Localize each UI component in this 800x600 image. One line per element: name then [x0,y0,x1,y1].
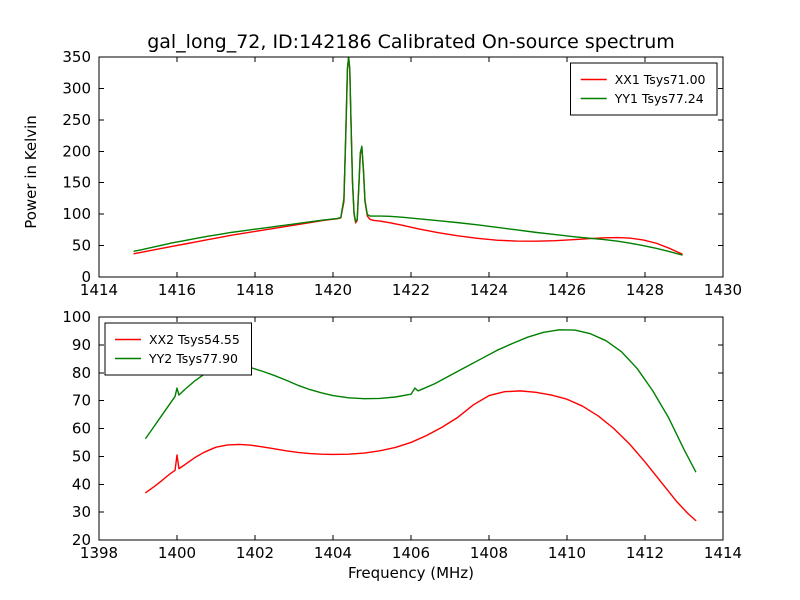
legend-label: YY2 Tsys77.90 [148,351,238,366]
x-tick-label: 1406 [392,544,430,562]
top-panel: gal_long_72, ID:142186 Calibrated On-sou… [22,31,742,299]
legend-label: YY1 Tsys77.24 [614,91,704,106]
bottom-panel-series-layer [145,329,697,522]
y-tick-label: 300 [62,79,91,97]
x-tick-label: 1410 [548,544,586,562]
bottom-panel-legend: XX2 Tsys54.55 YY2 Tsys77.90 [104,322,252,376]
x-tick-label: 1424 [470,281,508,299]
bottom-panel: 1398 1400 1402 1404 1406 1408 1410 1412 1414 20 30… [62,308,742,582]
y-tick-label: 30 [72,503,91,521]
legend-box [104,322,252,376]
x-tick-label: 1428 [626,281,664,299]
x-tick-label: 1426 [548,281,586,299]
series-clip-group [145,329,697,522]
y-tick-label: 80 [72,364,91,382]
series-line-yy [145,329,697,473]
page-title: gal_long_72, ID:142186 Calibrated On-sou… [147,31,675,53]
y-axis-label-top: Power in Kelvin [22,115,40,229]
x-tick-label: 1418 [236,281,274,299]
legend-label: XX2 Tsys54.55 [149,332,240,347]
top-panel-series-layer [133,57,683,256]
y-tick-label: 200 [62,142,91,160]
legend-box [570,62,718,116]
y-tick-label: 0 [81,268,91,286]
y-tick-label: 350 [62,48,91,66]
top-panel-legend: XX1 Tsys71.00 YY1 Tsys77.24 [570,62,718,116]
series-line-yy [133,57,683,256]
x-tick-label: 1408 [470,544,508,562]
x-tick-label: 1414 [704,544,742,562]
series-clip-group [133,57,683,256]
x-tick-label: 1414 [80,281,118,299]
series-line-xx [145,390,697,522]
top-panel-axes: 1414 1416 1418 1420 1422 1424 1426 1428 1430 0 50 1… [62,48,742,299]
y-tick-label: 90 [72,336,91,354]
y-tick-label: 70 [72,392,91,410]
x-tick-label: 1412 [626,544,664,562]
y-tick-label: 150 [62,174,91,192]
y-tick-label: 50 [72,237,91,255]
y-tick-label: 40 [72,475,91,493]
y-tick-label: 100 [62,205,91,223]
x-tick-label: 1422 [392,281,430,299]
series-line-xx [133,57,683,255]
x-tick-label: 1398 [80,544,118,562]
y-tick-label: 20 [72,531,91,549]
x-tick-label: 1420 [314,281,352,299]
bottom-panel-axes: 1398 1400 1402 1404 1406 1408 1410 1412 1414 20 30… [62,308,742,562]
x-axis-label-bottom: Frequency (MHz) [348,564,474,582]
y-tick-label: 100 [62,308,91,326]
legend-label: XX1 Tsys71.00 [615,72,706,87]
x-tick-label: 1402 [236,544,274,562]
y-tick-label: 50 [72,447,91,465]
x-tick-label: 1430 [704,281,742,299]
x-tick-label: 1400 [158,544,196,562]
y-tick-label: 250 [62,111,91,129]
x-tick-label: 1404 [314,544,352,562]
x-tick-label: 1416 [158,281,196,299]
y-tick-label: 60 [72,420,91,438]
